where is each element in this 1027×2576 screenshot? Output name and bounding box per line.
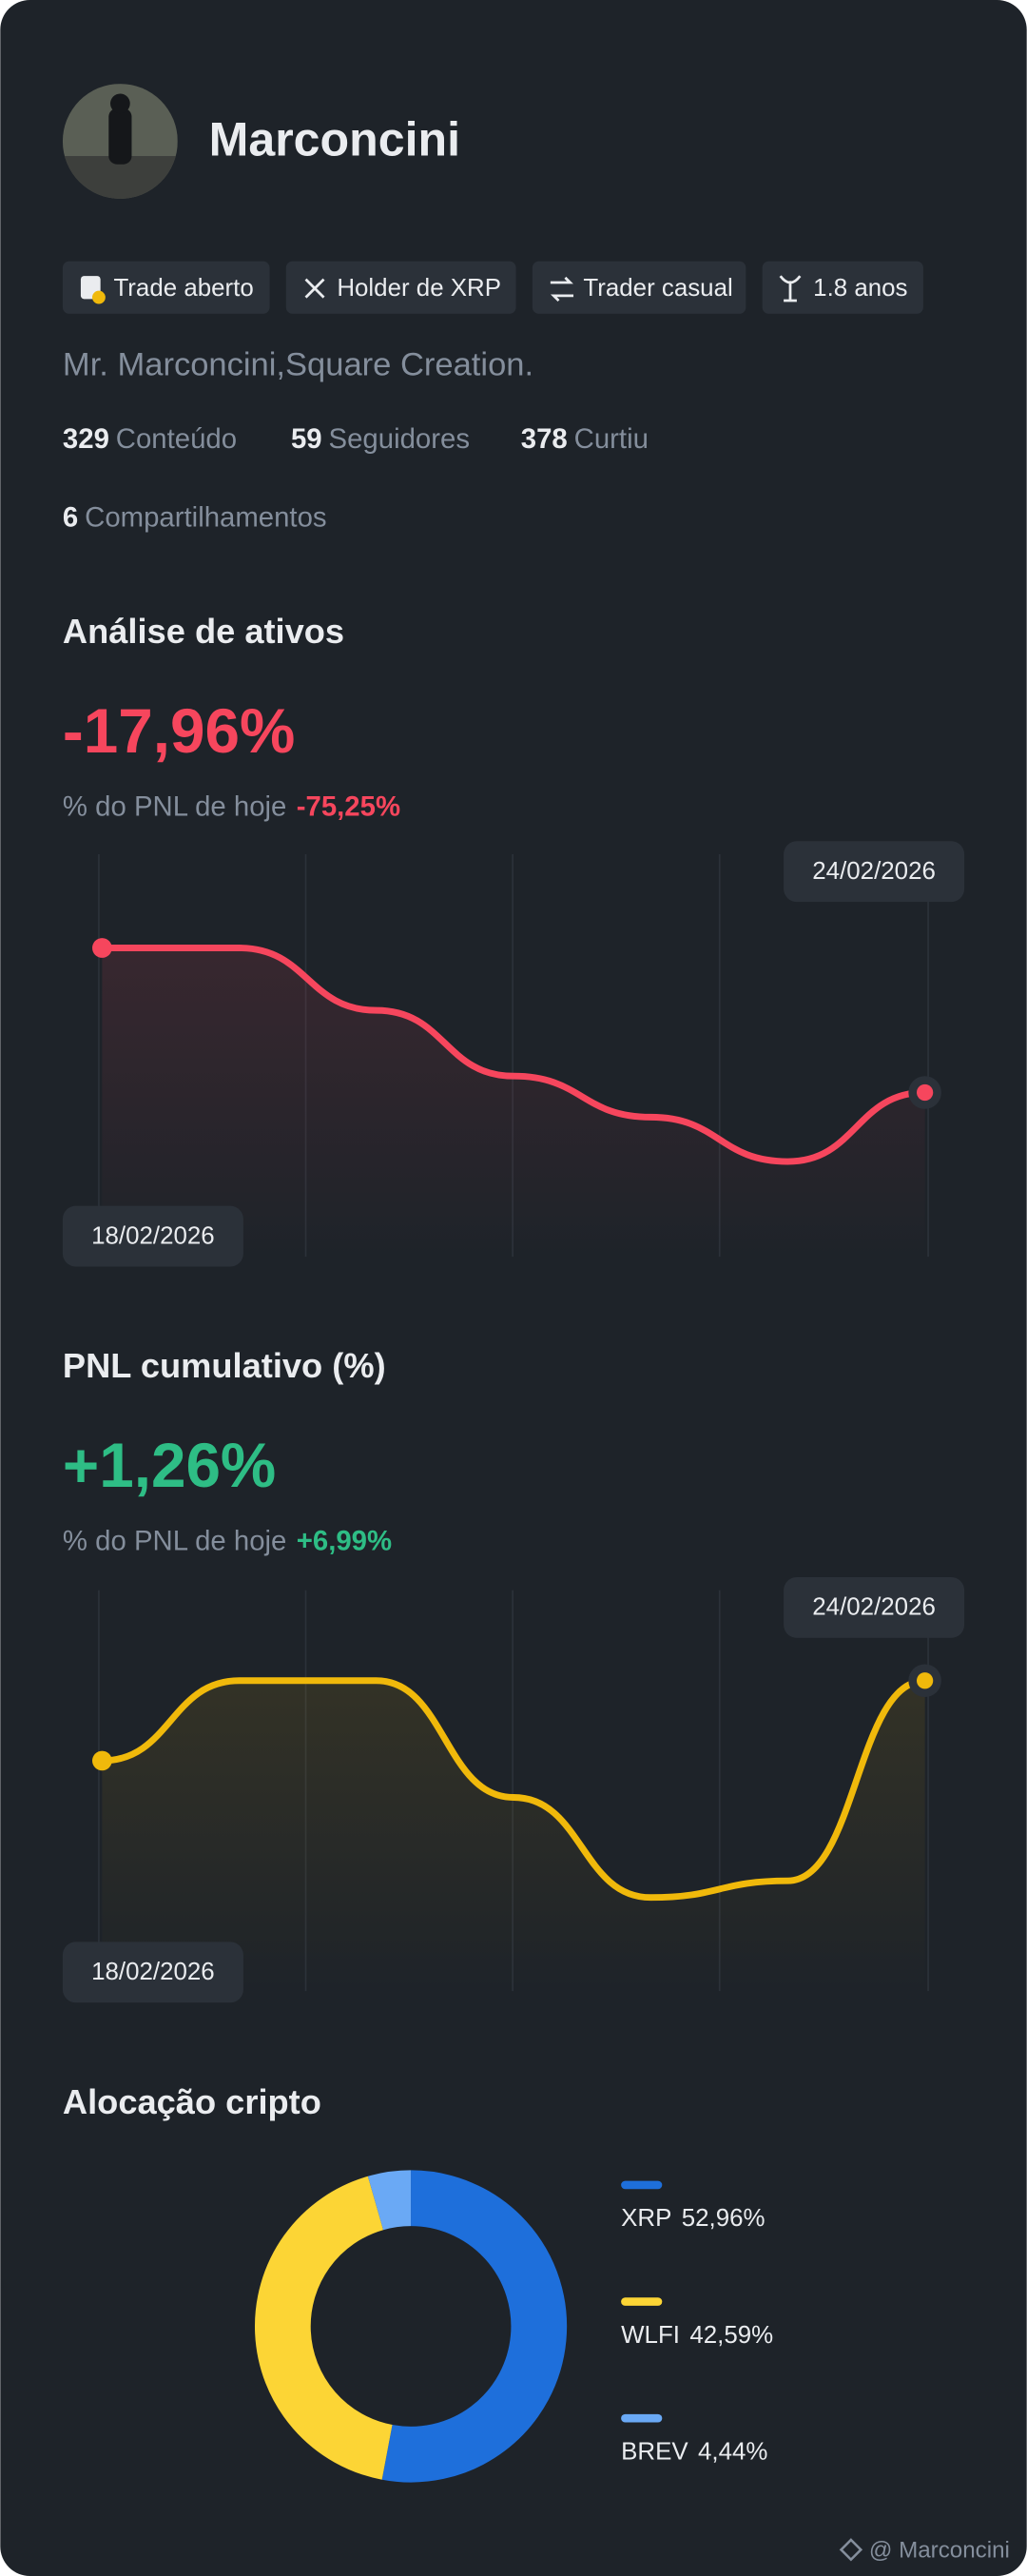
- tag-label: 1.8 anos: [813, 275, 907, 302]
- stat-value: 378: [521, 423, 568, 455]
- tag[interactable]: 1.8 anos: [762, 261, 923, 314]
- end-point: [916, 1083, 934, 1102]
- legend-value: 52,96%: [682, 2205, 765, 2232]
- legend-entry: WLFI 42,59%: [621, 2322, 773, 2349]
- section-title: Alocação cripto: [63, 2082, 321, 2121]
- date-tooltip: [62, 1942, 243, 2003]
- headline-value: +1,26%: [63, 1431, 276, 1500]
- date-label: 24/02/2026: [812, 858, 936, 885]
- legend-swatch: [621, 2297, 663, 2306]
- stat-value: 6: [63, 501, 78, 533]
- stat-label: Curtiu: [574, 423, 649, 455]
- date-tooltip: [784, 841, 965, 903]
- subtitle-value: -75,25%: [297, 790, 400, 822]
- tag[interactable]: Holder de XRP: [285, 261, 516, 314]
- stat[interactable]: 329 Conteúdo: [63, 423, 237, 455]
- legend-swatch: [621, 2413, 663, 2423]
- legend-value: 4,44%: [698, 2438, 767, 2465]
- stat[interactable]: 378 Curtiu: [521, 423, 649, 455]
- stat[interactable]: 6 Compartilhamentos: [63, 501, 327, 533]
- date-label: 24/02/2026: [812, 1594, 936, 1621]
- legend-value: 42,59%: [689, 2322, 773, 2349]
- stat-label: Conteúdo: [116, 423, 237, 455]
- donut-segment: [255, 2176, 394, 2480]
- date-label: 18/02/2026: [91, 1222, 215, 1249]
- subtitle-label: % do PNL de hoje: [63, 790, 286, 822]
- tag-label: Holder de XRP: [337, 275, 501, 302]
- donut-segment: [367, 2170, 413, 2231]
- date-tooltip: [784, 1576, 965, 1638]
- stat-label: Compartilhamentos: [85, 501, 326, 533]
- stat[interactable]: 59 Seguidores: [291, 423, 470, 455]
- date-label: 18/02/2026: [91, 1959, 215, 1985]
- stat-value: 329: [63, 423, 109, 455]
- avatar[interactable]: [62, 84, 178, 199]
- start-point: [92, 1750, 112, 1771]
- date-tooltip: [62, 1205, 243, 1267]
- legend-name: BREV: [621, 2438, 688, 2465]
- section-title: Análise de ativos: [63, 612, 344, 651]
- profile-name: Marconcini: [209, 112, 460, 166]
- tag[interactable]: Trade aberto: [62, 261, 270, 314]
- tag-label: Trade aberto: [113, 275, 253, 302]
- tag[interactable]: Trader casual: [532, 261, 746, 314]
- line-area: [102, 947, 925, 1258]
- end-point: [916, 1672, 934, 1689]
- donut-segment: [381, 2170, 568, 2483]
- stat-value: 59: [291, 423, 322, 455]
- bio: Mr. Marconcini,Square Creation.: [63, 346, 533, 382]
- footer-handle: @ Marconcini: [869, 2537, 1010, 2563]
- legend-swatch: [621, 2180, 663, 2190]
- tag-label: Trader casual: [583, 275, 732, 302]
- subtitle-value: +6,99%: [297, 1525, 392, 1556]
- footer: @ Marconcini: [839, 2537, 1010, 2563]
- legend-entry: BREV 4,44%: [621, 2438, 767, 2465]
- line-area: [102, 1680, 925, 1992]
- legend-entry: XRP 52,96%: [621, 2205, 765, 2232]
- line: [98, 945, 929, 1165]
- legend-name: XRP: [621, 2205, 671, 2232]
- subtitle-label: % do PNL de hoje: [63, 1525, 286, 1556]
- start-point: [92, 938, 112, 958]
- subtitle: % do PNL de hoje +6,99%: [63, 1525, 392, 1556]
- section-title: PNL cumulativo (%): [63, 1346, 386, 1385]
- subtitle: % do PNL de hoje -75,25%: [63, 790, 400, 822]
- legend-name: WLFI: [621, 2322, 680, 2349]
- stat-label: Seguidores: [329, 423, 470, 455]
- line: [98, 1677, 929, 1902]
- headline-value: -17,96%: [63, 696, 295, 766]
